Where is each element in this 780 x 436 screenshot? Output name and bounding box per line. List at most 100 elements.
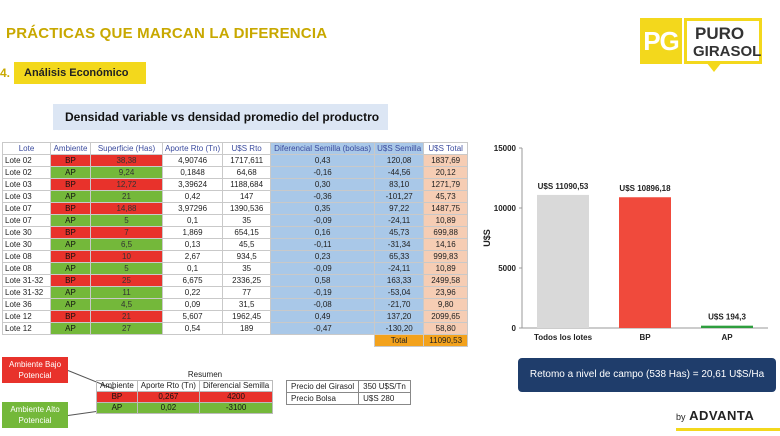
cell-uss-total: 1487,75 <box>423 202 469 215</box>
cell-uss-semilla: 83,10 <box>374 178 425 191</box>
cell-ambiente: AP <box>50 298 91 311</box>
resumen-aporte: 0,267 <box>136 390 200 403</box>
bar-data-label: U$S 10896,18 <box>619 184 671 193</box>
bar-data-label: U$S 11090,53 <box>538 182 589 191</box>
cell-superficie: 6,5 <box>90 238 163 251</box>
col-header-uss-rto: U$S Rto <box>222 142 272 155</box>
footer-accent-line <box>676 428 780 431</box>
table-row: Lote 36 AP 4,5 0,09 31,5 -0,08 -21,70 9,80 <box>2 298 469 311</box>
table-row: Lote 03 AP 21 0,42 147 -0,36 -101,27 45,73 <box>2 190 469 203</box>
cell-lote: Lote 12 <box>2 322 51 335</box>
cell-lote: Lote 08 <box>2 250 51 263</box>
table-row: Lote 07 AP 5 0,1 35 -0,09 -24,11 10,89 <box>2 214 469 227</box>
price-row: Precio del Girasol 350 U$S/Tn <box>285 380 411 393</box>
x-tick-label: BP <box>639 333 651 342</box>
cell-aporte: 6,675 <box>161 274 224 287</box>
cell-uss-semilla: -24,11 <box>374 214 425 227</box>
cell-uss-semilla: 137,20 <box>374 310 425 323</box>
cell-uss-rto: 189 <box>222 322 272 335</box>
cell-uss-total: 10,89 <box>423 214 469 227</box>
footer-by: by <box>676 412 686 422</box>
cell-lote: Lote 02 <box>2 154 51 167</box>
cell-aporte: 4,90746 <box>161 154 224 167</box>
cell-lote: Lote 03 <box>2 178 51 191</box>
cell-uss-semilla: -31,34 <box>374 238 425 251</box>
cell-uss-total: 2099,65 <box>423 310 469 323</box>
cell-uss-rto: 934,5 <box>222 250 272 263</box>
resumen-amb: BP <box>96 390 138 403</box>
col-header-uss-total: U$S Total <box>423 142 469 155</box>
cell-diferencial: -0,11 <box>270 238 376 251</box>
cell-aporte: 0,42 <box>161 190 224 203</box>
y-tick-label: 15000 <box>494 144 517 153</box>
section-number: 4. <box>0 66 11 80</box>
cell-aporte: 0,1 <box>161 214 224 227</box>
cell-uss-rto: 45,5 <box>222 238 272 251</box>
cell-superficie: 25 <box>90 274 163 287</box>
cell-uss-semilla: 120,08 <box>374 154 425 167</box>
price-label: Precio del Girasol <box>285 380 360 393</box>
empty-cell <box>163 335 223 347</box>
resumen-col-aporte: Aporte Rto (Tn) <box>136 379 200 392</box>
resumen-caption: Resumen <box>187 369 223 379</box>
resumen-aporte: 0,02 <box>136 401 200 414</box>
cell-lote: Lote 30 <box>2 226 51 239</box>
resumen-header-row: Ambiente Aporte Rto (Tn) Diferencial Sem… <box>96 379 274 392</box>
cell-ambiente: AP <box>50 214 91 227</box>
cell-superficie: 21 <box>90 190 163 203</box>
col-header-ambiente: Ambiente <box>50 142 91 155</box>
cell-uss-semilla: -130,20 <box>374 322 425 335</box>
cell-superficie: 4,5 <box>90 298 163 311</box>
cell-uss-semilla: -101,27 <box>374 190 425 203</box>
cell-lote: Lote 36 <box>2 298 51 311</box>
table-header-row: Lote Ambiente Superficie (Has) Aporte Rt… <box>2 142 469 155</box>
col-header-superficie: Superficie (Has) <box>90 142 163 155</box>
advanta-footer: by ADVANTA <box>676 408 754 423</box>
cell-superficie: 5 <box>90 262 163 275</box>
resumen-row-ap: AP 0,02 -3100 <box>96 401 274 414</box>
legend-bajo-potencial: Ambiente Bajo Potencial <box>2 357 68 383</box>
cell-uss-total: 9,80 <box>423 298 469 311</box>
y-axis-label: U$S <box>482 229 492 247</box>
total-label: Total <box>374 334 425 347</box>
cell-uss-total: 1271,79 <box>423 178 469 191</box>
cell-aporte: 5,607 <box>161 310 224 323</box>
cell-lote: Lote 03 <box>2 190 51 203</box>
cell-ambiente: AP <box>50 166 91 179</box>
y-tick-label: 10000 <box>494 204 517 213</box>
chart-bar <box>619 197 671 328</box>
cell-diferencial: -0,36 <box>270 190 376 203</box>
cell-ambiente: AP <box>50 238 91 251</box>
cell-diferencial: 0,30 <box>270 178 376 191</box>
logo-wordmark-box: PURO GIRASOL <box>684 18 762 64</box>
cell-diferencial: 0,23 <box>270 250 376 263</box>
logo-pg-mark: PG <box>640 18 682 64</box>
col-header-diferencial: Diferencial Semilla (bolsas) <box>270 142 376 155</box>
empty-cell <box>51 335 91 347</box>
resumen-col-diferencial: Diferencial Semilla <box>198 379 274 392</box>
table-row: Lote 12 AP 27 0,54 189 -0,47 -130,20 58,80 <box>2 322 469 335</box>
resumen-diferencial: -3100 <box>198 401 274 414</box>
col-header-aporte: Aporte Rto (Tn) <box>161 142 224 155</box>
price-row: Precio Bolsa U$S 280 <box>285 392 411 405</box>
resumen-table: Resumen Ambiente Aporte Rto (Tn) Diferen… <box>96 369 274 414</box>
cell-ambiente: AP <box>50 286 91 299</box>
cell-aporte: 3,97296 <box>161 202 224 215</box>
cell-uss-rto: 1188,684 <box>222 178 272 191</box>
cell-uss-total: 14,16 <box>423 238 469 251</box>
cell-ambiente: BP <box>50 274 91 287</box>
table-row: Lote 31-32 BP 25 6,675 2336,25 0,58 163,33 2499… <box>2 274 469 287</box>
cell-uss-semilla: -21,70 <box>374 298 425 311</box>
cell-diferencial: 0,16 <box>270 226 376 239</box>
cell-superficie: 11 <box>90 286 163 299</box>
bar-data-label: U$S 194,3 <box>708 313 746 322</box>
cell-aporte: 0,1 <box>161 262 224 275</box>
cell-ambiente: BP <box>50 202 91 215</box>
cell-uss-total: 2499,58 <box>423 274 469 287</box>
empty-cell <box>223 335 271 347</box>
cell-superficie: 12,72 <box>90 178 163 191</box>
price-value: U$S 280 <box>358 392 411 405</box>
cell-superficie: 27 <box>90 322 163 335</box>
cell-superficie: 38,38 <box>90 154 163 167</box>
cell-diferencial: 0,43 <box>270 154 376 167</box>
